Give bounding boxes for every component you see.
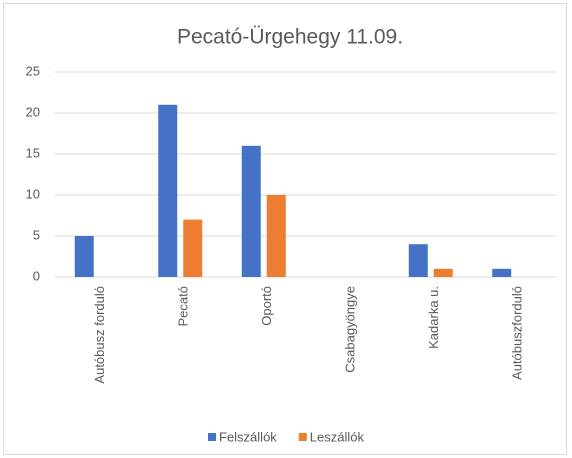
bar	[266, 195, 286, 277]
bar	[158, 104, 178, 277]
bar	[492, 268, 512, 277]
x-tick-label: Pecató	[176, 286, 191, 326]
bar	[183, 219, 203, 277]
bar	[433, 268, 453, 277]
y-tick-label: 20	[26, 104, 40, 119]
legend-label: Leszállók	[310, 429, 365, 444]
y-tick-label: 5	[33, 227, 40, 242]
x-tick-label: Oportó	[259, 286, 274, 326]
y-tick-label: 25	[26, 63, 40, 78]
legend-label: Felszállók	[219, 429, 277, 444]
legend-swatch	[298, 433, 307, 441]
x-tick-label: Autóbuszforduló	[510, 286, 525, 380]
chart-title: Pecató-Ürgehegy 11.09.	[177, 26, 403, 49]
x-tick-label: Csabagyöngye	[343, 286, 358, 373]
bar	[241, 145, 261, 277]
legend-swatch	[208, 433, 216, 441]
y-tick-label: 0	[33, 268, 40, 283]
bar	[74, 236, 94, 277]
x-tick-label: Autóbusz forduló	[92, 286, 107, 384]
y-tick-label: 15	[26, 145, 40, 160]
x-tick-label: Kadarka u.	[426, 286, 441, 349]
bar	[408, 244, 428, 277]
y-tick-label: 10	[26, 186, 40, 201]
